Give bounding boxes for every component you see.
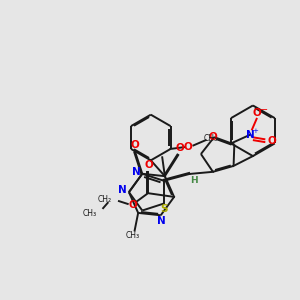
Text: S: S bbox=[160, 205, 168, 214]
Text: O: O bbox=[145, 160, 154, 170]
Text: O: O bbox=[175, 143, 184, 153]
Text: N: N bbox=[246, 130, 255, 140]
Text: N: N bbox=[132, 167, 140, 177]
Text: O: O bbox=[184, 142, 193, 152]
Text: CH₃: CH₃ bbox=[126, 231, 140, 240]
Text: −: − bbox=[260, 105, 268, 115]
Text: O: O bbox=[131, 140, 140, 150]
Text: N: N bbox=[118, 185, 127, 195]
Text: N: N bbox=[157, 216, 166, 226]
Text: O: O bbox=[208, 132, 217, 142]
Text: +: + bbox=[253, 128, 259, 134]
Text: O: O bbox=[268, 136, 277, 146]
Text: O: O bbox=[252, 107, 261, 118]
Text: O: O bbox=[129, 200, 137, 210]
Text: CH₃: CH₃ bbox=[83, 209, 97, 218]
Text: CH₂: CH₂ bbox=[98, 195, 112, 204]
Text: CH₃: CH₃ bbox=[204, 134, 218, 143]
Text: H: H bbox=[190, 176, 198, 185]
